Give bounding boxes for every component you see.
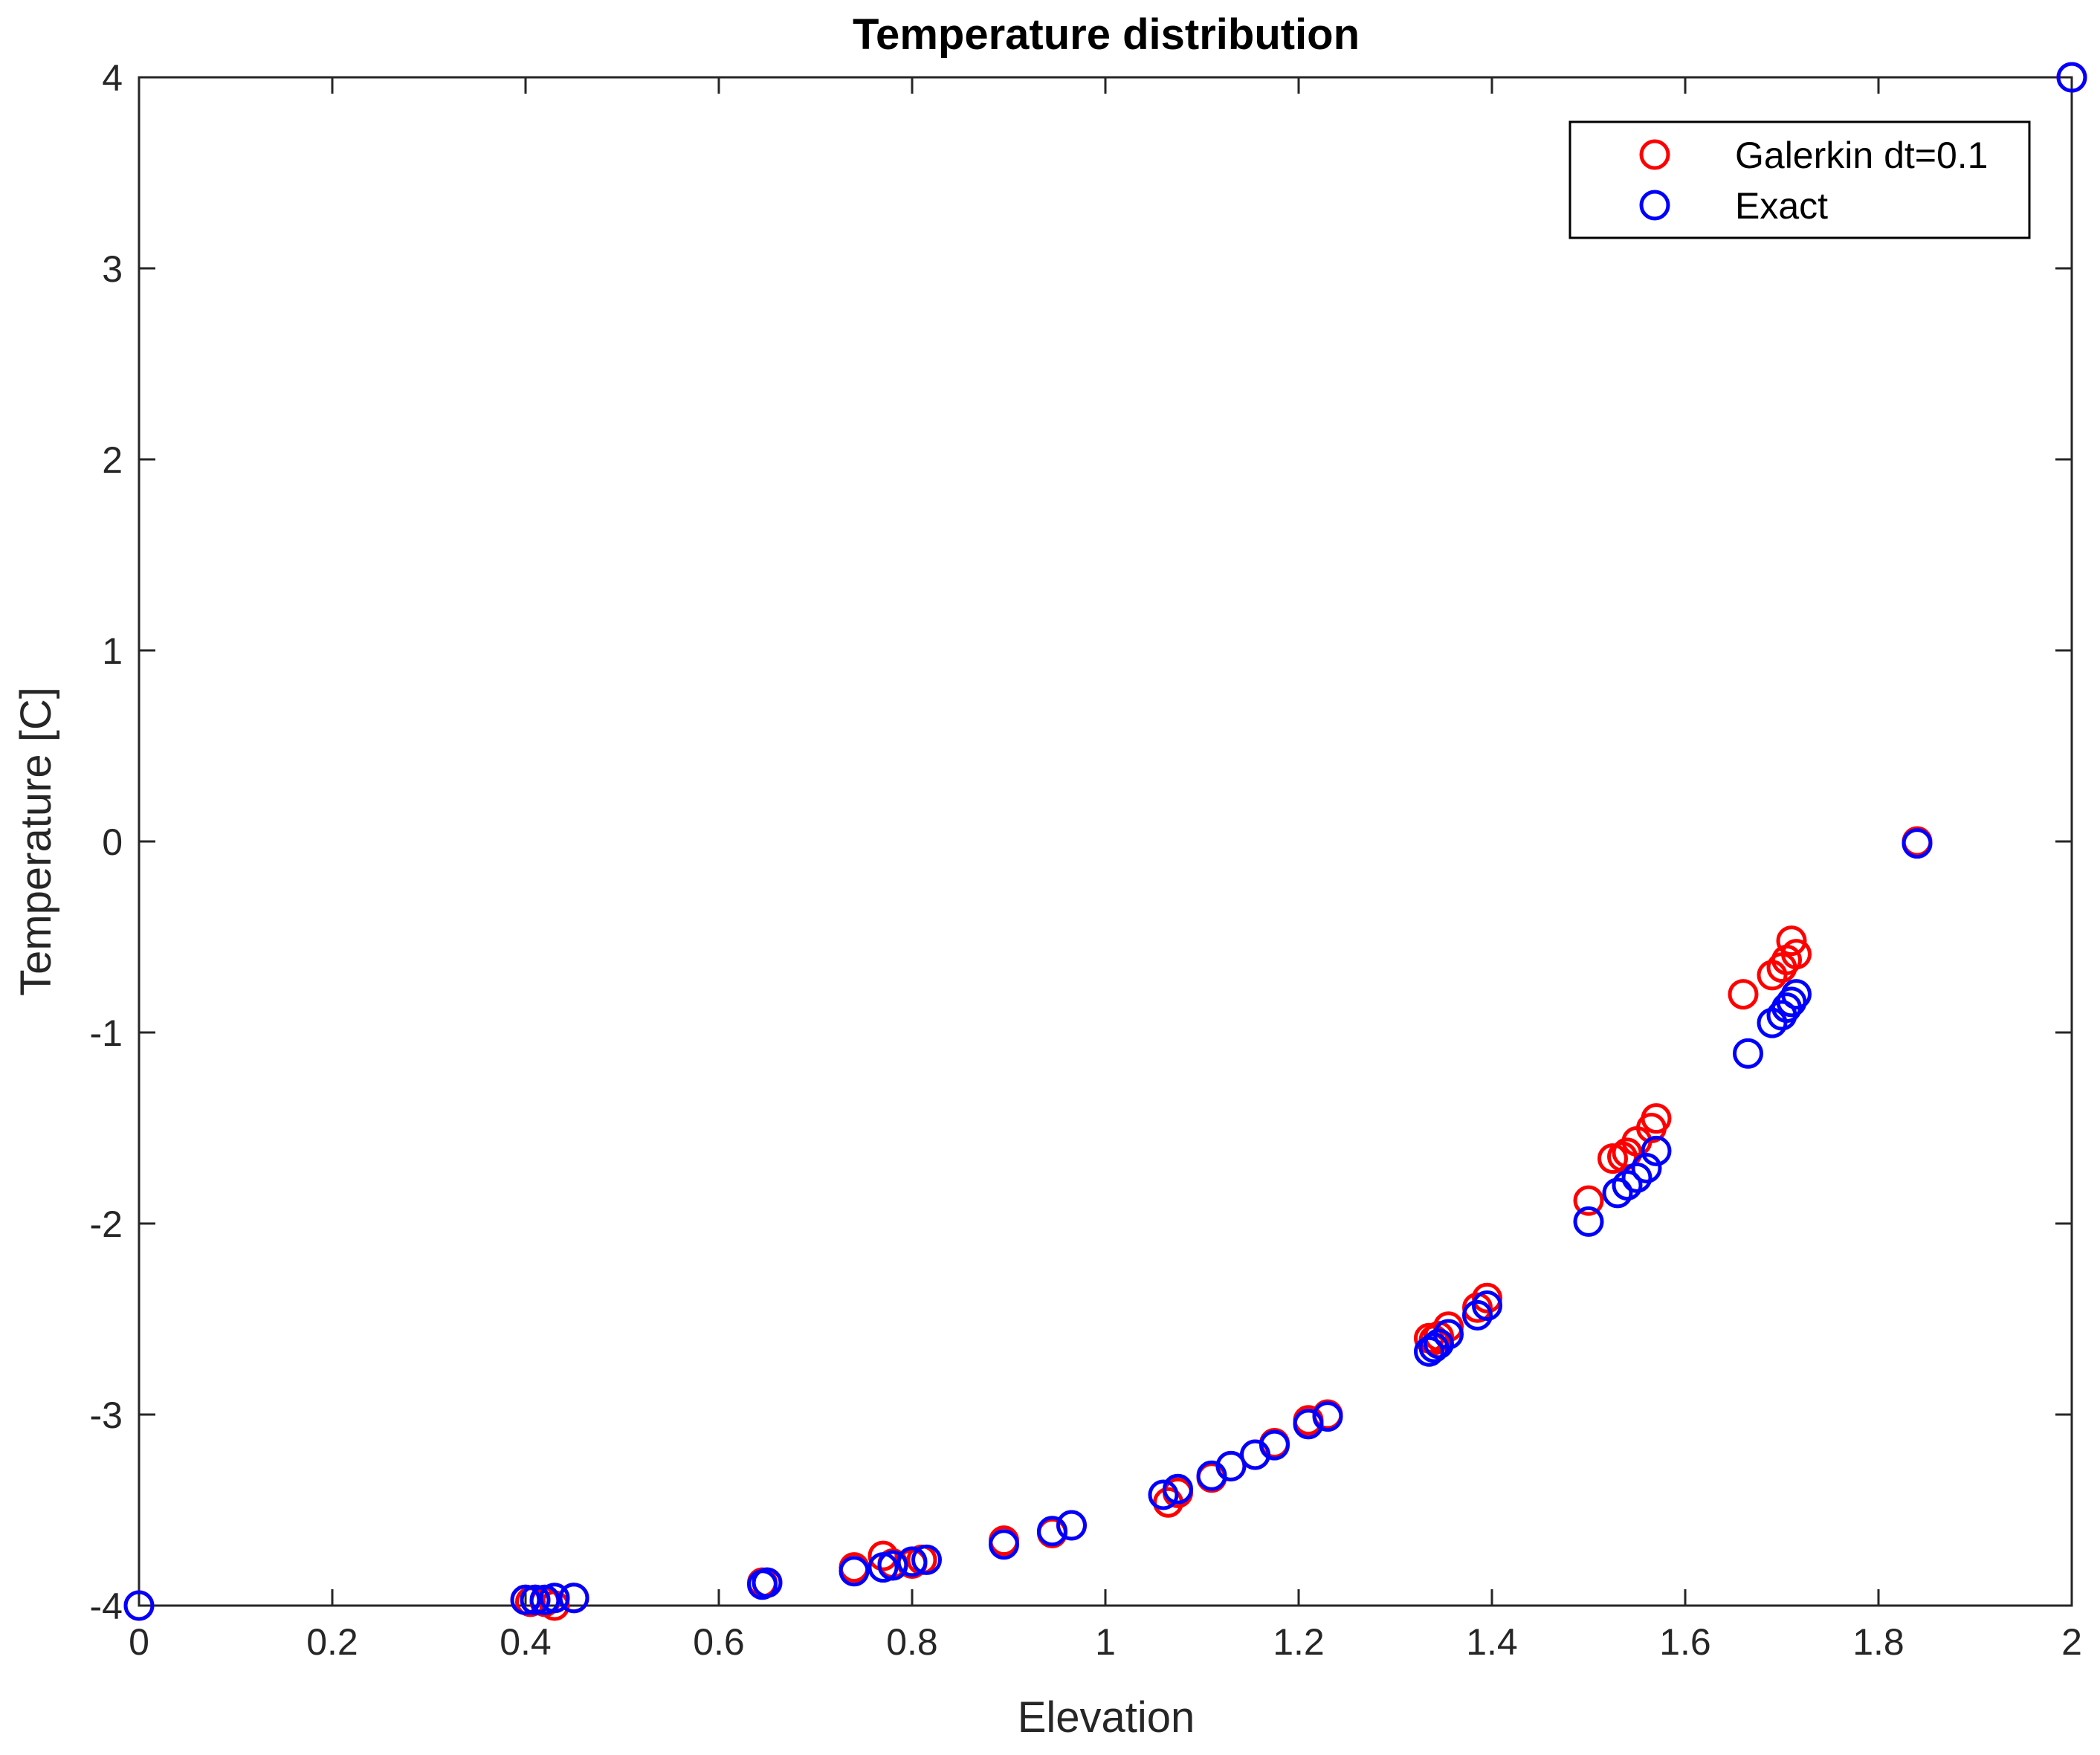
exact-data-point xyxy=(1312,1401,1343,1432)
exact-data-point xyxy=(1240,1439,1270,1470)
y-tick-label: 2 xyxy=(102,439,123,481)
x-tick-label: 2 xyxy=(2061,1621,2082,1663)
y-tick-label: 4 xyxy=(102,57,123,99)
exact-data-point xyxy=(1037,1516,1067,1547)
x-axis-ticks: 0 0.2 0.4 0.6 0.8 1 1.2 1.4 1.6 1.8 2 xyxy=(129,77,2082,1663)
y-tick-label: -4 xyxy=(90,1586,123,1627)
galerkin-data-point xyxy=(1472,1282,1502,1313)
y-axis-label: Temperature [C] xyxy=(12,687,60,996)
exact-data-point xyxy=(1293,1409,1324,1440)
exact-data-point xyxy=(1414,1336,1444,1367)
x-tick-label: 1.6 xyxy=(1659,1621,1711,1663)
y-tick-label: 1 xyxy=(102,630,123,672)
y-tick-label: -1 xyxy=(90,1012,123,1054)
exact-data-point xyxy=(1776,986,1807,1018)
exact-data-point xyxy=(1148,1479,1179,1510)
y-tick-label: 3 xyxy=(102,248,123,290)
exact-data-point xyxy=(1462,1299,1493,1331)
exact-data-point xyxy=(1472,1290,1502,1322)
galerkin-data-point xyxy=(1728,979,1759,1010)
exact-data-point xyxy=(1259,1429,1290,1461)
legend-marker-exact xyxy=(1639,190,1670,221)
galerkin-data-point xyxy=(1641,1103,1672,1134)
exact-data-point xyxy=(2056,62,2087,93)
legend-label-exact: Exact xyxy=(1735,185,1828,227)
exact-data-point xyxy=(1573,1206,1604,1237)
exact-data-point xyxy=(1902,828,1933,859)
galerkin-data-point xyxy=(1781,939,1812,970)
data-series xyxy=(123,62,2087,1621)
exact-data-point xyxy=(1056,1510,1087,1541)
exact-data-point xyxy=(1602,1177,1633,1209)
exact-data-point xyxy=(1621,1162,1652,1193)
exact-data-point xyxy=(1196,1460,1227,1491)
y-tick-label: 0 xyxy=(102,821,123,863)
x-tick-label: 0 xyxy=(129,1621,149,1663)
x-tick-label: 0.6 xyxy=(693,1621,745,1663)
legend: Galerkin dt=0.1 Exact xyxy=(1568,120,2031,239)
exact-data-point xyxy=(839,1556,870,1587)
y-tick-label: -3 xyxy=(90,1394,123,1436)
galerkin-data-point xyxy=(1776,925,1807,957)
x-tick-label: 0.8 xyxy=(886,1621,938,1663)
x-tick-label: 1.2 xyxy=(1273,1621,1325,1663)
galerkin-data-point xyxy=(1433,1311,1464,1342)
exact-data-point xyxy=(896,1546,928,1577)
exact-data-point xyxy=(539,1583,570,1614)
galerkin-data-point xyxy=(868,1540,899,1571)
exact-data-point xyxy=(510,1584,541,1615)
legend-box xyxy=(1568,120,2031,239)
y-axis-ticks: -4 -3 -2 -1 0 1 2 3 4 xyxy=(90,57,2072,1627)
legend-label-galerkin: Galerkin dt=0.1 xyxy=(1735,135,1988,176)
galerkin-data-point xyxy=(1573,1185,1604,1216)
exact-data-point xyxy=(989,1529,1019,1560)
exact-data-point xyxy=(1424,1328,1454,1360)
x-axis-label: Elevation xyxy=(1018,1693,1195,1742)
x-tick-label: 1.4 xyxy=(1466,1621,1518,1663)
y-tick-label: -2 xyxy=(90,1203,123,1245)
exact-data-point xyxy=(1215,1450,1247,1481)
exact-data-point xyxy=(1612,1170,1643,1201)
plot-area xyxy=(138,76,2073,1607)
exact-data-point xyxy=(123,1590,155,1621)
exact-data-point xyxy=(911,1544,942,1575)
exact-data-point xyxy=(558,1583,589,1614)
exact-data-point xyxy=(1781,979,1812,1010)
exact-data-point xyxy=(752,1567,783,1598)
chart-title: Temperature distribution xyxy=(853,10,1360,59)
x-tick-label: 0.2 xyxy=(306,1621,358,1663)
exact-data-point xyxy=(1433,1319,1464,1350)
legend-marker-galerkin xyxy=(1639,139,1670,170)
exact-data-point xyxy=(877,1550,908,1581)
exact-data-point xyxy=(1163,1473,1193,1504)
x-tick-label: 0.4 xyxy=(500,1621,552,1663)
x-tick-label: 1 xyxy=(1095,1621,1116,1663)
exact-data-point xyxy=(520,1584,551,1615)
exact-data-point xyxy=(1641,1135,1672,1166)
exact-data-point xyxy=(1631,1152,1662,1183)
x-tick-label: 1.8 xyxy=(1852,1621,1904,1663)
series-exact xyxy=(123,62,2087,1621)
exact-data-point xyxy=(1733,1038,1763,1069)
